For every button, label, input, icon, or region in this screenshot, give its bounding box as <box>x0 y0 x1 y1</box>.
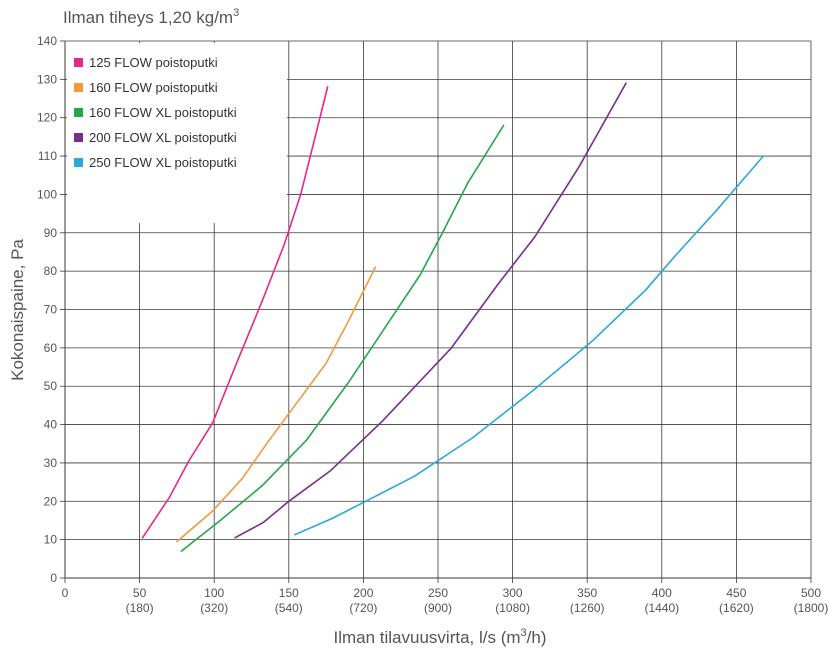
legend-label: 250 FLOW XL poistoputki <box>89 155 237 170</box>
legend-swatch <box>74 83 83 92</box>
y-tick-label: 60 <box>44 341 58 355</box>
series-line-3 <box>234 82 627 539</box>
y-tick-label: 50 <box>44 379 58 393</box>
x-tick-sublabel: (1260) <box>570 601 605 615</box>
x-tick-label: 100 <box>204 586 224 600</box>
y-tick-label: 30 <box>44 456 58 470</box>
x-tick-label: 0 <box>62 586 69 600</box>
y-tick-label: 10 <box>44 533 58 547</box>
x-tick-sublabel: (720) <box>349 601 377 615</box>
y-tick-label: 100 <box>37 187 57 201</box>
legend-background <box>67 43 287 223</box>
y-tick-label: 140 <box>37 34 57 48</box>
x-axis-title: Ilman tilavuusvirta, l/s (m3/h) <box>333 627 546 647</box>
y-axis-title: Kokonaispaine, Pa <box>8 239 27 381</box>
legend-label: 125 FLOW poistoputki <box>89 55 218 70</box>
x-tick-sublabel: (1800) <box>794 601 829 615</box>
legend-swatch <box>74 158 83 167</box>
y-tick-label: 0 <box>50 571 57 585</box>
legend-label: 160 FLOW XL poistoputki <box>89 105 237 120</box>
legend-label: 160 FLOW poistoputki <box>89 80 218 95</box>
series-line-1 <box>176 266 377 543</box>
x-tick-label: 50 <box>133 586 147 600</box>
x-tick-sublabel: (1440) <box>644 601 679 615</box>
x-tick-sublabel: (900) <box>424 601 452 615</box>
chart-title: Ilman tiheys 1,20 kg/m3 <box>63 7 239 27</box>
legend-label: 200 FLOW XL poistoputki <box>89 130 237 145</box>
series-line-0 <box>141 86 329 539</box>
y-tick-label: 130 <box>37 72 57 86</box>
legend: 125 FLOW poistoputki 160 FLOW poistoputki… <box>67 43 287 223</box>
x-tick-sublabel: (180) <box>126 601 154 615</box>
x-tick-label: 350 <box>577 586 597 600</box>
series-line-2 <box>180 124 505 552</box>
x-tick-label: 150 <box>279 586 299 600</box>
x-tick-label: 400 <box>652 586 672 600</box>
y-tick-label: 120 <box>37 111 57 125</box>
legend-swatch <box>74 133 83 142</box>
legend-swatch <box>74 108 83 117</box>
x-tick-label: 200 <box>353 586 373 600</box>
y-tick-label: 90 <box>44 226 58 240</box>
y-tick-label: 40 <box>44 418 58 432</box>
x-tick-sublabel: (1080) <box>495 601 530 615</box>
series-lines <box>141 82 765 552</box>
x-tick-sublabel: (1620) <box>719 601 754 615</box>
y-axis-ticks: 0 10 20 30 40 50 60 70 80 90 100 110 120 130 140 <box>37 34 65 585</box>
x-tick-sublabel: (320) <box>200 601 228 615</box>
x-tick-label: 500 <box>801 586 821 600</box>
y-tick-label: 20 <box>44 494 58 508</box>
x-tick-label: 250 <box>428 586 448 600</box>
series-line-4 <box>293 155 765 536</box>
x-tick-label: 300 <box>503 586 523 600</box>
x-tick-sublabel: (540) <box>275 601 303 615</box>
y-tick-label: 70 <box>44 303 58 317</box>
x-axis-ticks: 0 50(180) 100(320) 150(540) 200(720) 250(900)… <box>62 578 829 615</box>
y-tick-label: 110 <box>38 149 57 163</box>
x-tick-label: 450 <box>726 586 746 600</box>
legend-swatch <box>74 58 83 67</box>
y-tick-label: 80 <box>44 264 58 278</box>
